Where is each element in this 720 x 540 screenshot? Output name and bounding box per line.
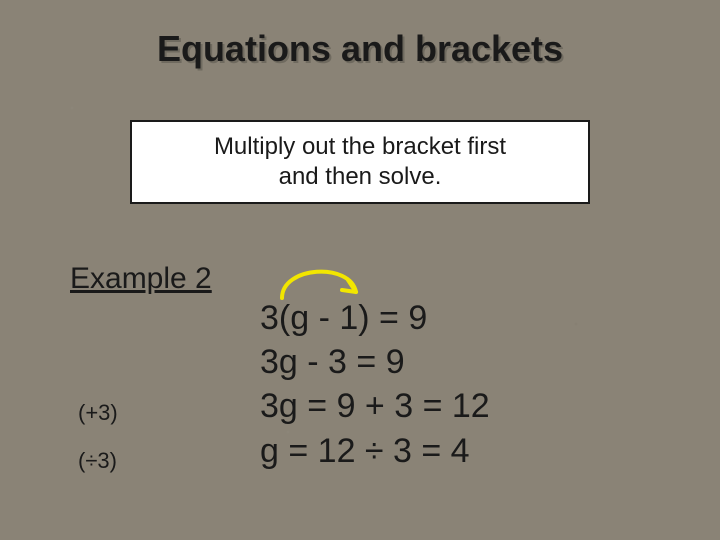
equation-block: 3(g - 1) = 9 3g - 3 = 9 3g = 9 + 3 = 12 … bbox=[260, 296, 490, 473]
page-title: Equations and brackets bbox=[0, 28, 720, 70]
equation-line-4: g = 12 ÷ 3 = 4 bbox=[260, 429, 490, 473]
instruction-box: Multiply out the bracket first and then … bbox=[130, 120, 590, 204]
step-annotation-plus3: (+3) bbox=[78, 400, 118, 426]
instruction-line-2: and then solve. bbox=[279, 163, 442, 190]
equation-line-1: 3(g - 1) = 9 bbox=[260, 296, 490, 340]
equation-line-3: 3g = 9 + 3 = 12 bbox=[260, 384, 490, 428]
slide: Equations and brackets Multiply out the … bbox=[0, 0, 720, 540]
expand-arrow-icon bbox=[270, 252, 390, 302]
example-label: Example 2 bbox=[70, 262, 212, 296]
step-annotation-div3: (÷3) bbox=[78, 448, 117, 474]
equation-line-2: 3g - 3 = 9 bbox=[260, 340, 490, 384]
instruction-line-1: Multiply out the bracket first bbox=[214, 133, 506, 160]
